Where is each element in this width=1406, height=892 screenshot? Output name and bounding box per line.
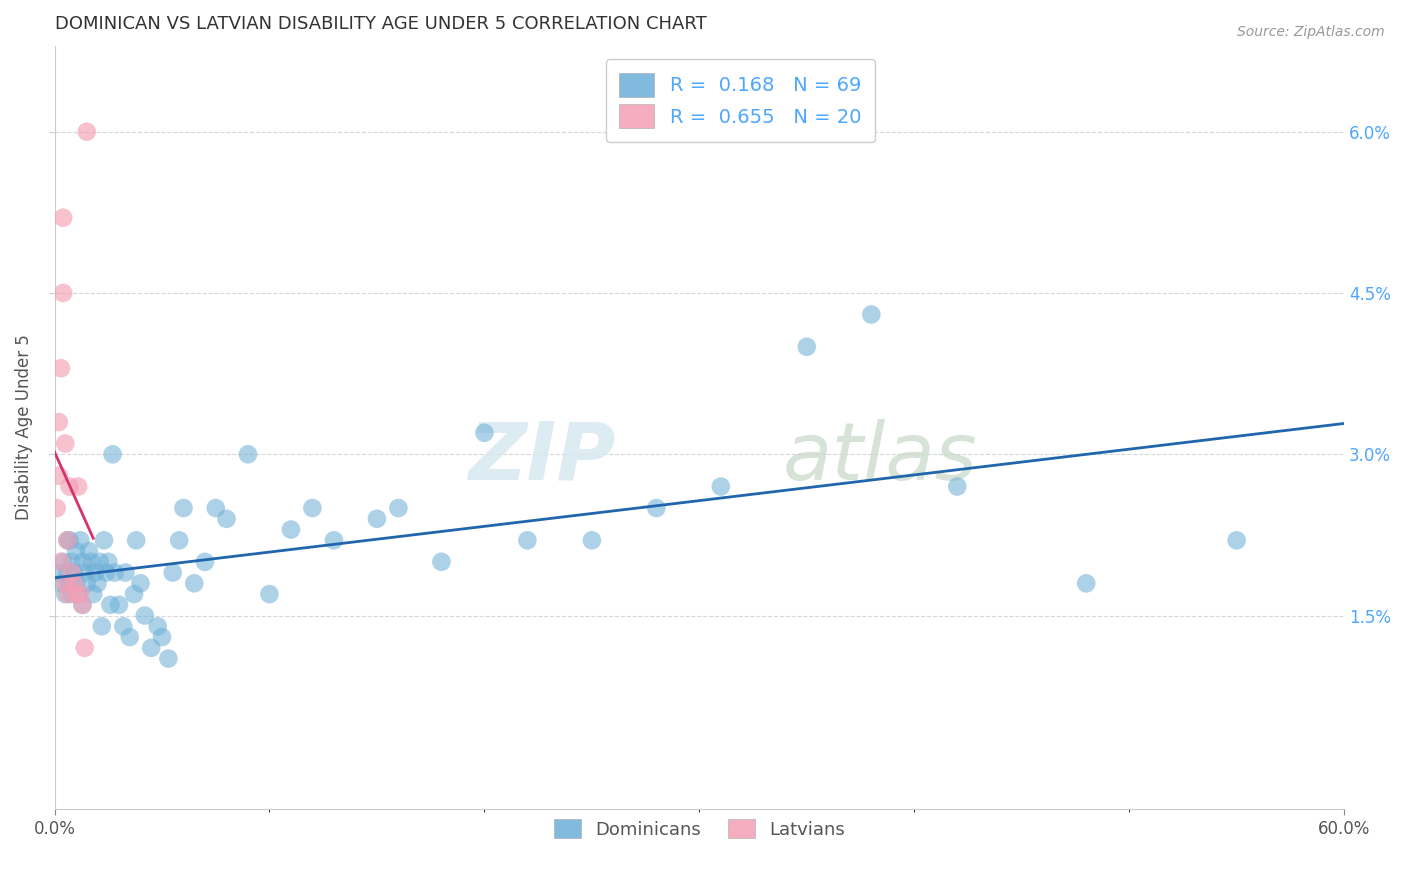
Point [49, 555, 72, 569]
Point [56, 566, 79, 580]
Point [141, 640, 163, 655]
Point [129, 576, 152, 591]
Point [80, 555, 103, 569]
Legend: Dominicans, Latvians: Dominicans, Latvians [547, 812, 852, 846]
Point [236, 447, 259, 461]
Point [645, 501, 668, 516]
Point [72, 598, 94, 612]
Point [94, 566, 117, 580]
Point [167, 533, 190, 548]
Point [60, 555, 83, 569]
Point [366, 512, 388, 526]
Point [72, 555, 94, 569]
Point [48, 415, 70, 429]
Point [65, 576, 87, 591]
Point [65, 544, 87, 558]
Point [52, 211, 75, 225]
Point [301, 501, 323, 516]
Point [162, 566, 184, 580]
Point [150, 630, 173, 644]
Point [194, 555, 217, 569]
Point [89, 555, 111, 569]
Point [48, 566, 70, 580]
Point [49, 576, 72, 591]
Text: Source: ZipAtlas.com: Source: ZipAtlas.com [1237, 25, 1385, 39]
Point [134, 608, 156, 623]
Point [93, 533, 115, 548]
Point [52, 285, 75, 300]
Point [430, 555, 453, 569]
Point [204, 501, 226, 516]
Point [76, 125, 98, 139]
Point [100, 598, 122, 612]
Point [63, 576, 86, 591]
Point [946, 479, 969, 493]
Y-axis label: Disability Age Under 5: Disability Age Under 5 [15, 334, 32, 520]
Point [82, 587, 104, 601]
Point [118, 630, 141, 644]
Point [73, 640, 96, 655]
Point [280, 523, 302, 537]
Point [84, 566, 107, 580]
Point [76, 576, 98, 591]
Text: atlas: atlas [783, 419, 979, 497]
Point [48, 468, 70, 483]
Point [56, 533, 79, 548]
Point [67, 587, 90, 601]
Point [60, 566, 83, 580]
Point [112, 619, 135, 633]
Point [58, 479, 80, 493]
Point [53, 576, 76, 591]
Text: ZIP: ZIP [468, 419, 616, 497]
Point [474, 425, 496, 440]
Point [516, 533, 538, 548]
Point [114, 566, 136, 580]
Point [67, 479, 90, 493]
Point [157, 651, 180, 665]
Point [710, 479, 733, 493]
Point [1226, 533, 1249, 548]
Point [65, 587, 87, 601]
Point [77, 544, 100, 558]
Point [183, 576, 205, 591]
Point [581, 533, 603, 548]
Point [45, 501, 67, 516]
Point [53, 587, 76, 601]
Point [69, 533, 91, 548]
Point [101, 447, 124, 461]
Point [259, 587, 281, 601]
Point [69, 587, 91, 601]
Point [323, 533, 346, 548]
Point [56, 533, 79, 548]
Point [90, 619, 112, 633]
Point [108, 598, 131, 612]
Point [215, 512, 238, 526]
Point [58, 576, 80, 591]
Point [122, 587, 145, 601]
Point [56, 587, 79, 601]
Point [60, 587, 83, 601]
Point [72, 598, 94, 612]
Point [146, 619, 169, 633]
Point [63, 566, 86, 580]
Point [73, 566, 96, 580]
Point [125, 533, 148, 548]
Point [49, 361, 72, 376]
Point [97, 555, 120, 569]
Point [58, 533, 80, 548]
Point [796, 340, 818, 354]
Text: DOMINICAN VS LATVIAN DISABILITY AGE UNDER 5 CORRELATION CHART: DOMINICAN VS LATVIAN DISABILITY AGE UNDE… [55, 15, 706, 33]
Point [104, 566, 127, 580]
Point [1076, 576, 1098, 591]
Point [52, 555, 75, 569]
Point [860, 308, 883, 322]
Point [86, 576, 108, 591]
Point [53, 436, 76, 450]
Point [387, 501, 409, 516]
Point [173, 501, 195, 516]
